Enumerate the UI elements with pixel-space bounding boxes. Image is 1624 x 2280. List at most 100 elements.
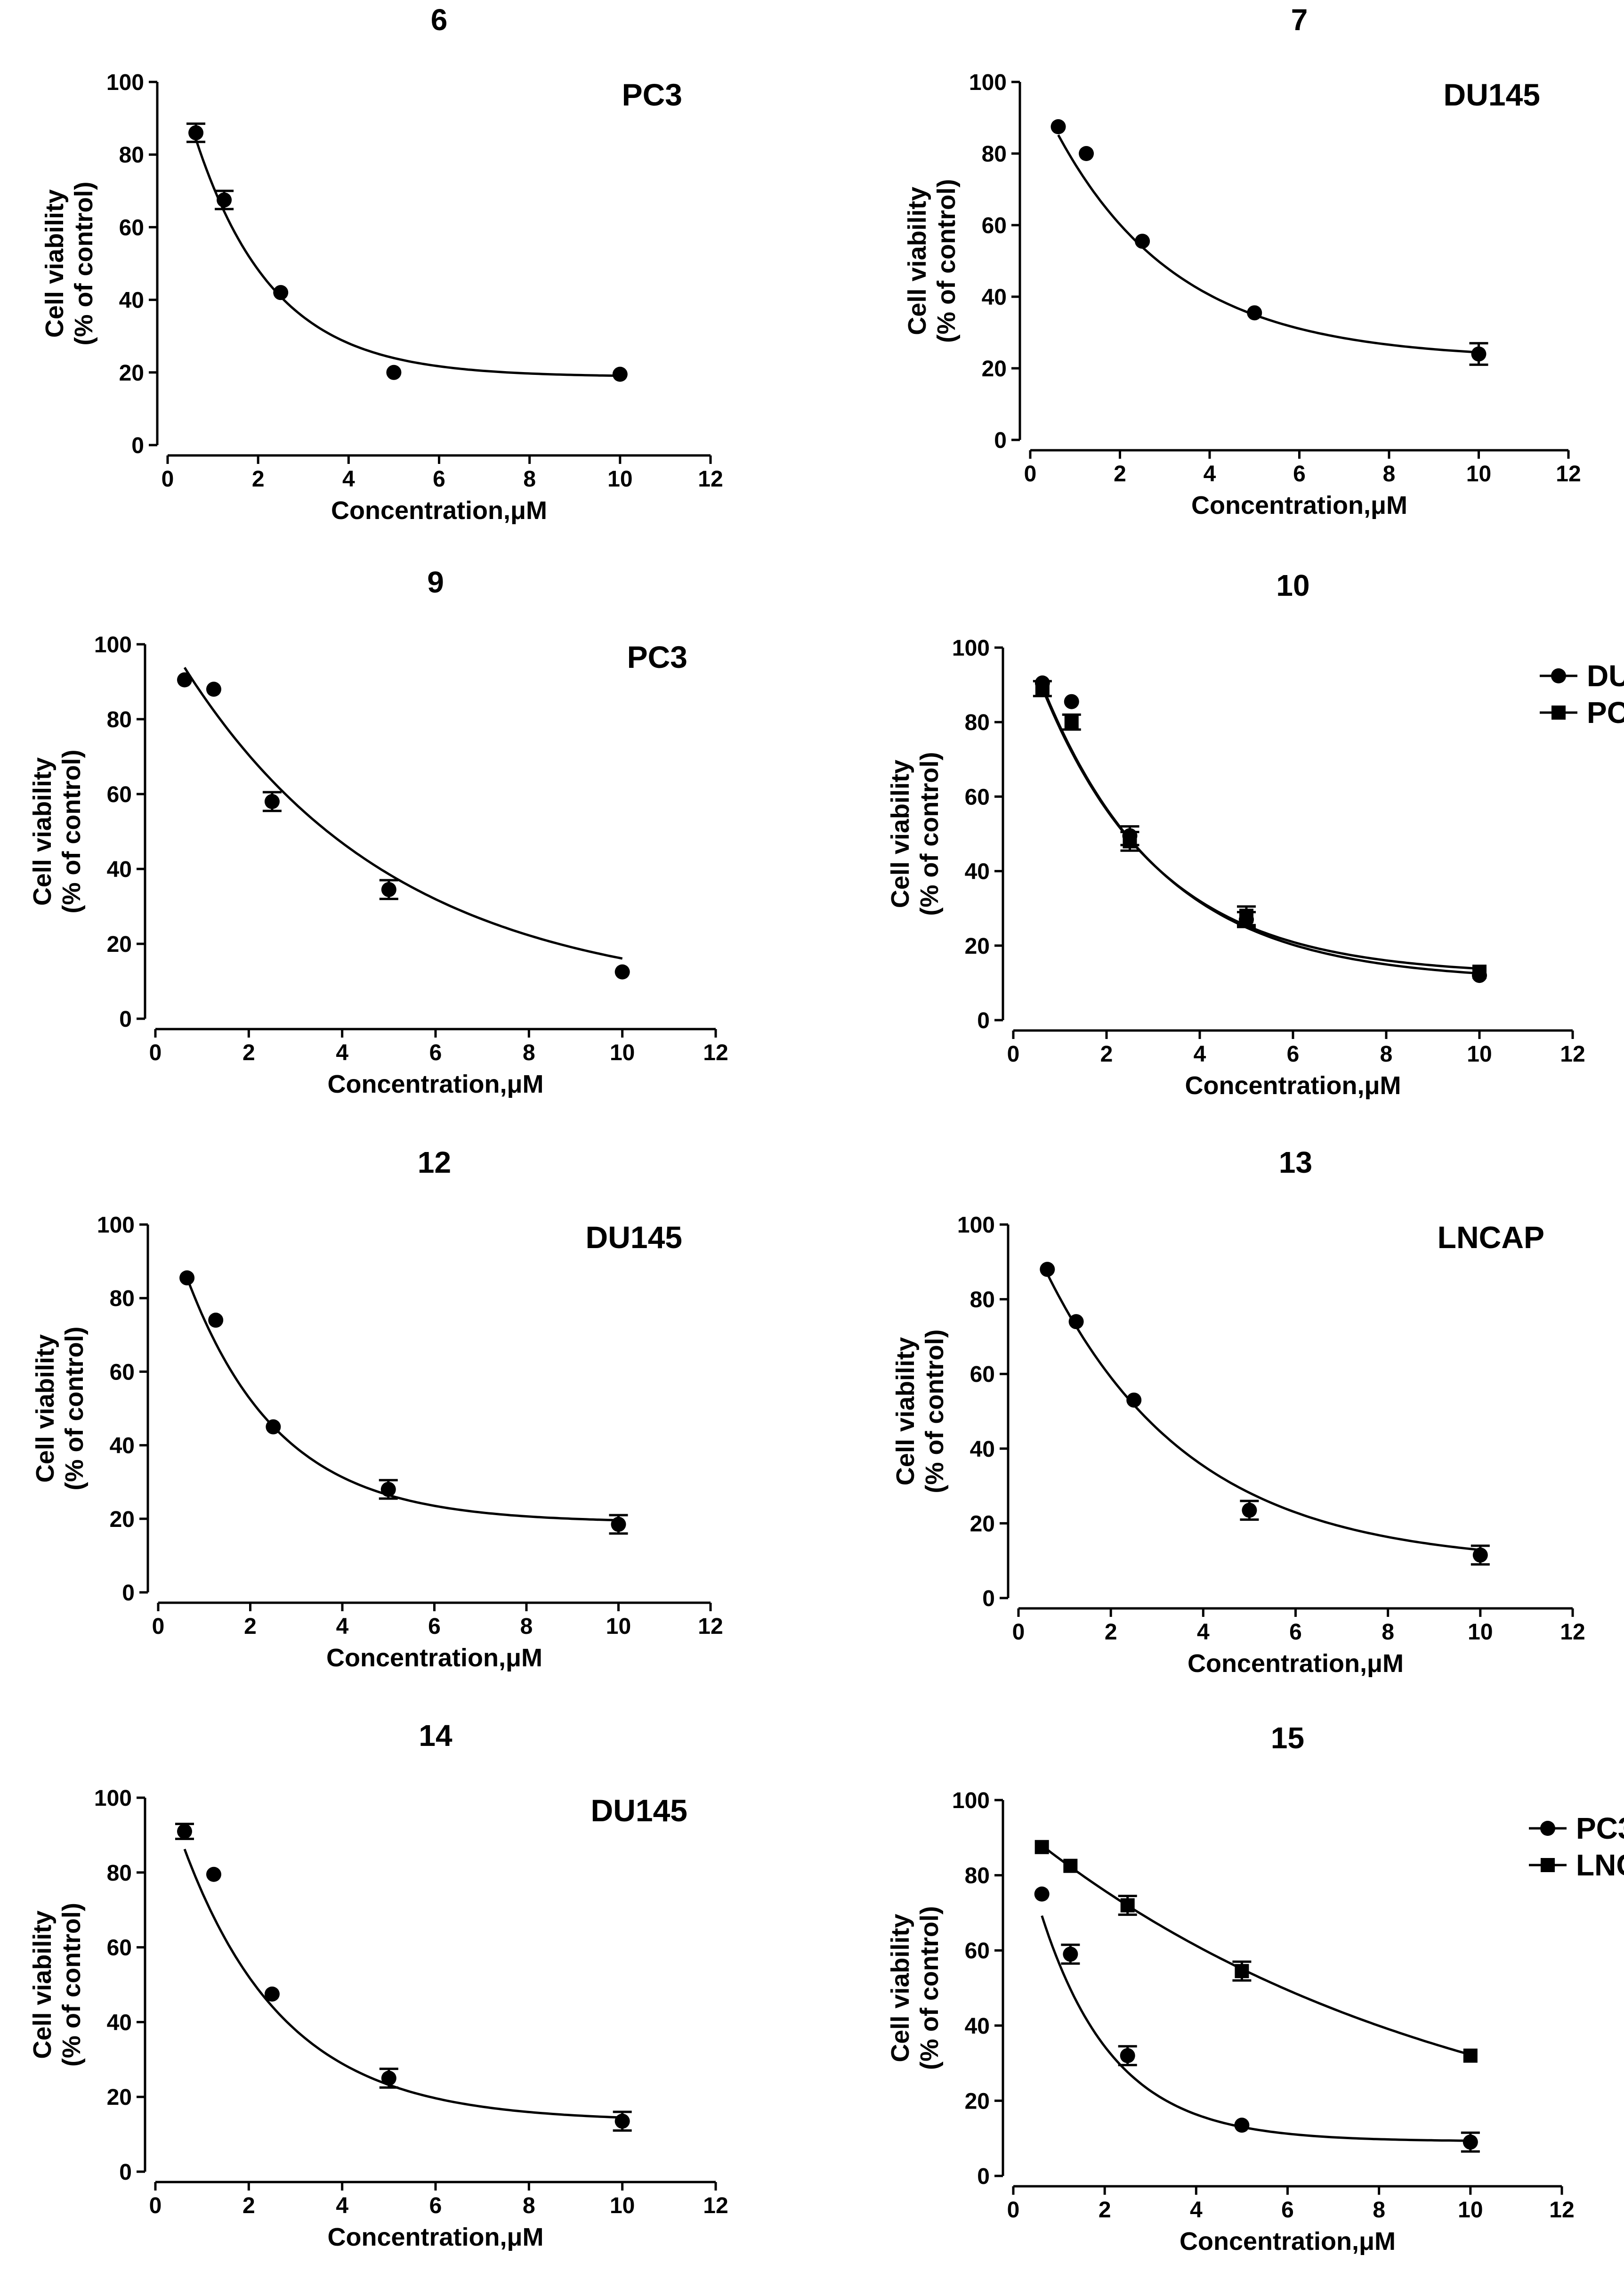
x-axis-label: Concentration,μM — [1180, 2227, 1396, 2256]
fit-curve — [1041, 688, 1480, 970]
y-axis-label: Cell viability(% of control) — [891, 1330, 949, 1493]
x-tick-label: 4 — [336, 2193, 348, 2218]
panel-15: 15 0 2 4 6 8 10 12 0 20 40 60 80 100 Concentration,μM C… — [886, 1721, 1624, 2256]
legend-marker — [1540, 1821, 1555, 1836]
y-tick-label: 80 — [107, 707, 132, 732]
series-DU145 — [175, 1823, 632, 2132]
data-point — [381, 882, 396, 897]
data-point — [273, 285, 289, 300]
fit-curve — [183, 1849, 622, 2119]
x-axis-label: Concentration,μM — [326, 1644, 542, 1672]
y-tick-label: 0 — [131, 433, 144, 458]
data-point — [179, 1270, 195, 1286]
panel-12: 12 DU145 0 2 4 6 8 10 12 0 20 40 60 80 100 Concentratio… — [31, 1145, 723, 1672]
data-point — [1123, 834, 1137, 849]
data-point — [217, 192, 232, 208]
y-tick-label: 60 — [107, 782, 132, 807]
x-axis-label: Concentration,μM — [327, 1070, 543, 1098]
y-tick-label: 0 — [119, 1007, 132, 1032]
y-axis-label-line: Cell viability — [886, 1914, 914, 2062]
y-tick-label: 60 — [970, 1362, 995, 1387]
y-tick-label: 80 — [982, 142, 1007, 167]
y-tick-label: 60 — [107, 1936, 132, 1961]
data-point — [1063, 1858, 1078, 1873]
x-tick-label: 8 — [523, 2193, 535, 2218]
y-tick-label: 40 — [970, 1437, 995, 1462]
data-point — [381, 2070, 396, 2086]
x-tick-label: 6 — [433, 467, 445, 492]
series-LNCAP — [1034, 1840, 1478, 2063]
data-point — [1120, 2048, 1135, 2063]
x-tick-label: 8 — [1383, 462, 1396, 487]
panel-title: 6 — [431, 3, 448, 37]
fit-curve — [1057, 134, 1479, 354]
data-point — [1050, 119, 1066, 134]
fit-curve — [194, 138, 620, 377]
y-axis-label-line: (% of control) — [915, 752, 944, 916]
x-tick-label: 6 — [1281, 2198, 1294, 2223]
x-axis-label: Concentration,μM — [1185, 1071, 1401, 1100]
data-point — [380, 1482, 396, 1497]
y-axis-label-line: Cell viability — [891, 1337, 920, 1485]
x-tick-label: 10 — [1466, 462, 1491, 487]
data-point — [614, 2113, 630, 2129]
series-DU145 — [1034, 675, 1487, 983]
panel-title: 9 — [427, 565, 444, 599]
x-tick-label: 2 — [242, 1040, 255, 1065]
cell-line-label: DU145 — [586, 1220, 682, 1255]
x-tick-label: 0 — [1012, 1620, 1025, 1645]
data-point — [206, 682, 221, 697]
y-axis-label-line: Cell viability — [903, 187, 931, 335]
x-axis-label: Concentration,μM — [331, 496, 547, 525]
y-axis-label-line: (% of control) — [932, 179, 961, 343]
data-point — [1063, 1947, 1078, 1962]
legend-label: PC3 — [1576, 1811, 1624, 1845]
y-tick-label: 60 — [119, 215, 144, 240]
legend-marker — [1551, 706, 1566, 720]
x-tick-label: 10 — [606, 1614, 631, 1639]
y-tick-label: 20 — [965, 2089, 990, 2114]
data-point — [208, 1313, 224, 1328]
x-tick-label: 0 — [162, 467, 174, 492]
y-tick-label: 80 — [107, 1861, 132, 1886]
x-tick-label: 12 — [1560, 1620, 1585, 1645]
cell-line-label: PC3 — [622, 77, 682, 112]
y-tick-label: 40 — [119, 288, 144, 313]
data-point — [264, 1986, 280, 2002]
panel-9: 9 PC3 0 2 4 6 8 10 12 0 20 40 60 80 100 Concentration,μ… — [28, 565, 728, 1098]
x-tick-label: 8 — [523, 467, 536, 492]
x-tick-label: 4 — [336, 1614, 349, 1639]
data-point — [386, 365, 402, 380]
x-tick-label: 12 — [1549, 2198, 1574, 2223]
series-DU145 — [1050, 119, 1488, 366]
y-tick-label: 80 — [965, 1864, 990, 1889]
x-tick-label: 6 — [428, 1614, 441, 1639]
y-tick-label: 40 — [107, 2010, 132, 2035]
y-tick-label: 40 — [107, 857, 132, 882]
y-tick-label: 40 — [982, 285, 1007, 310]
panel-14: 14 DU145 0 2 4 6 8 10 12 0 20 40 60 80 100 Concentratio… — [28, 1719, 728, 2251]
x-tick-label: 12 — [1560, 1042, 1585, 1067]
x-tick-label: 0 — [1007, 1042, 1020, 1067]
data-point — [1472, 1547, 1488, 1563]
x-tick-label: 10 — [1468, 1620, 1493, 1645]
x-tick-label: 6 — [1289, 1620, 1302, 1645]
y-axis-label: Cell viability(% of control) — [886, 1906, 944, 2070]
data-point — [1242, 1502, 1257, 1518]
x-tick-label: 6 — [1287, 1042, 1300, 1067]
x-tick-label: 8 — [1380, 1042, 1393, 1067]
y-tick-label: 0 — [122, 1581, 135, 1606]
x-tick-label: 2 — [1099, 2198, 1111, 2223]
y-axis-label-line: (% of control) — [57, 750, 86, 914]
x-tick-label: 2 — [242, 2193, 255, 2218]
x-tick-label: 12 — [703, 1040, 728, 1065]
data-point — [1135, 234, 1150, 249]
y-axis-label-line: (% of control) — [70, 182, 98, 346]
series-PC3 — [1034, 1886, 1480, 2153]
y-axis-label: Cell viability(% of control) — [31, 1327, 89, 1491]
panel-title: 10 — [1276, 568, 1309, 602]
y-tick-label: 20 — [970, 1511, 995, 1536]
x-tick-label: 8 — [1373, 2198, 1385, 2223]
data-point — [1120, 1898, 1135, 1913]
y-tick-label: 0 — [982, 1586, 995, 1611]
